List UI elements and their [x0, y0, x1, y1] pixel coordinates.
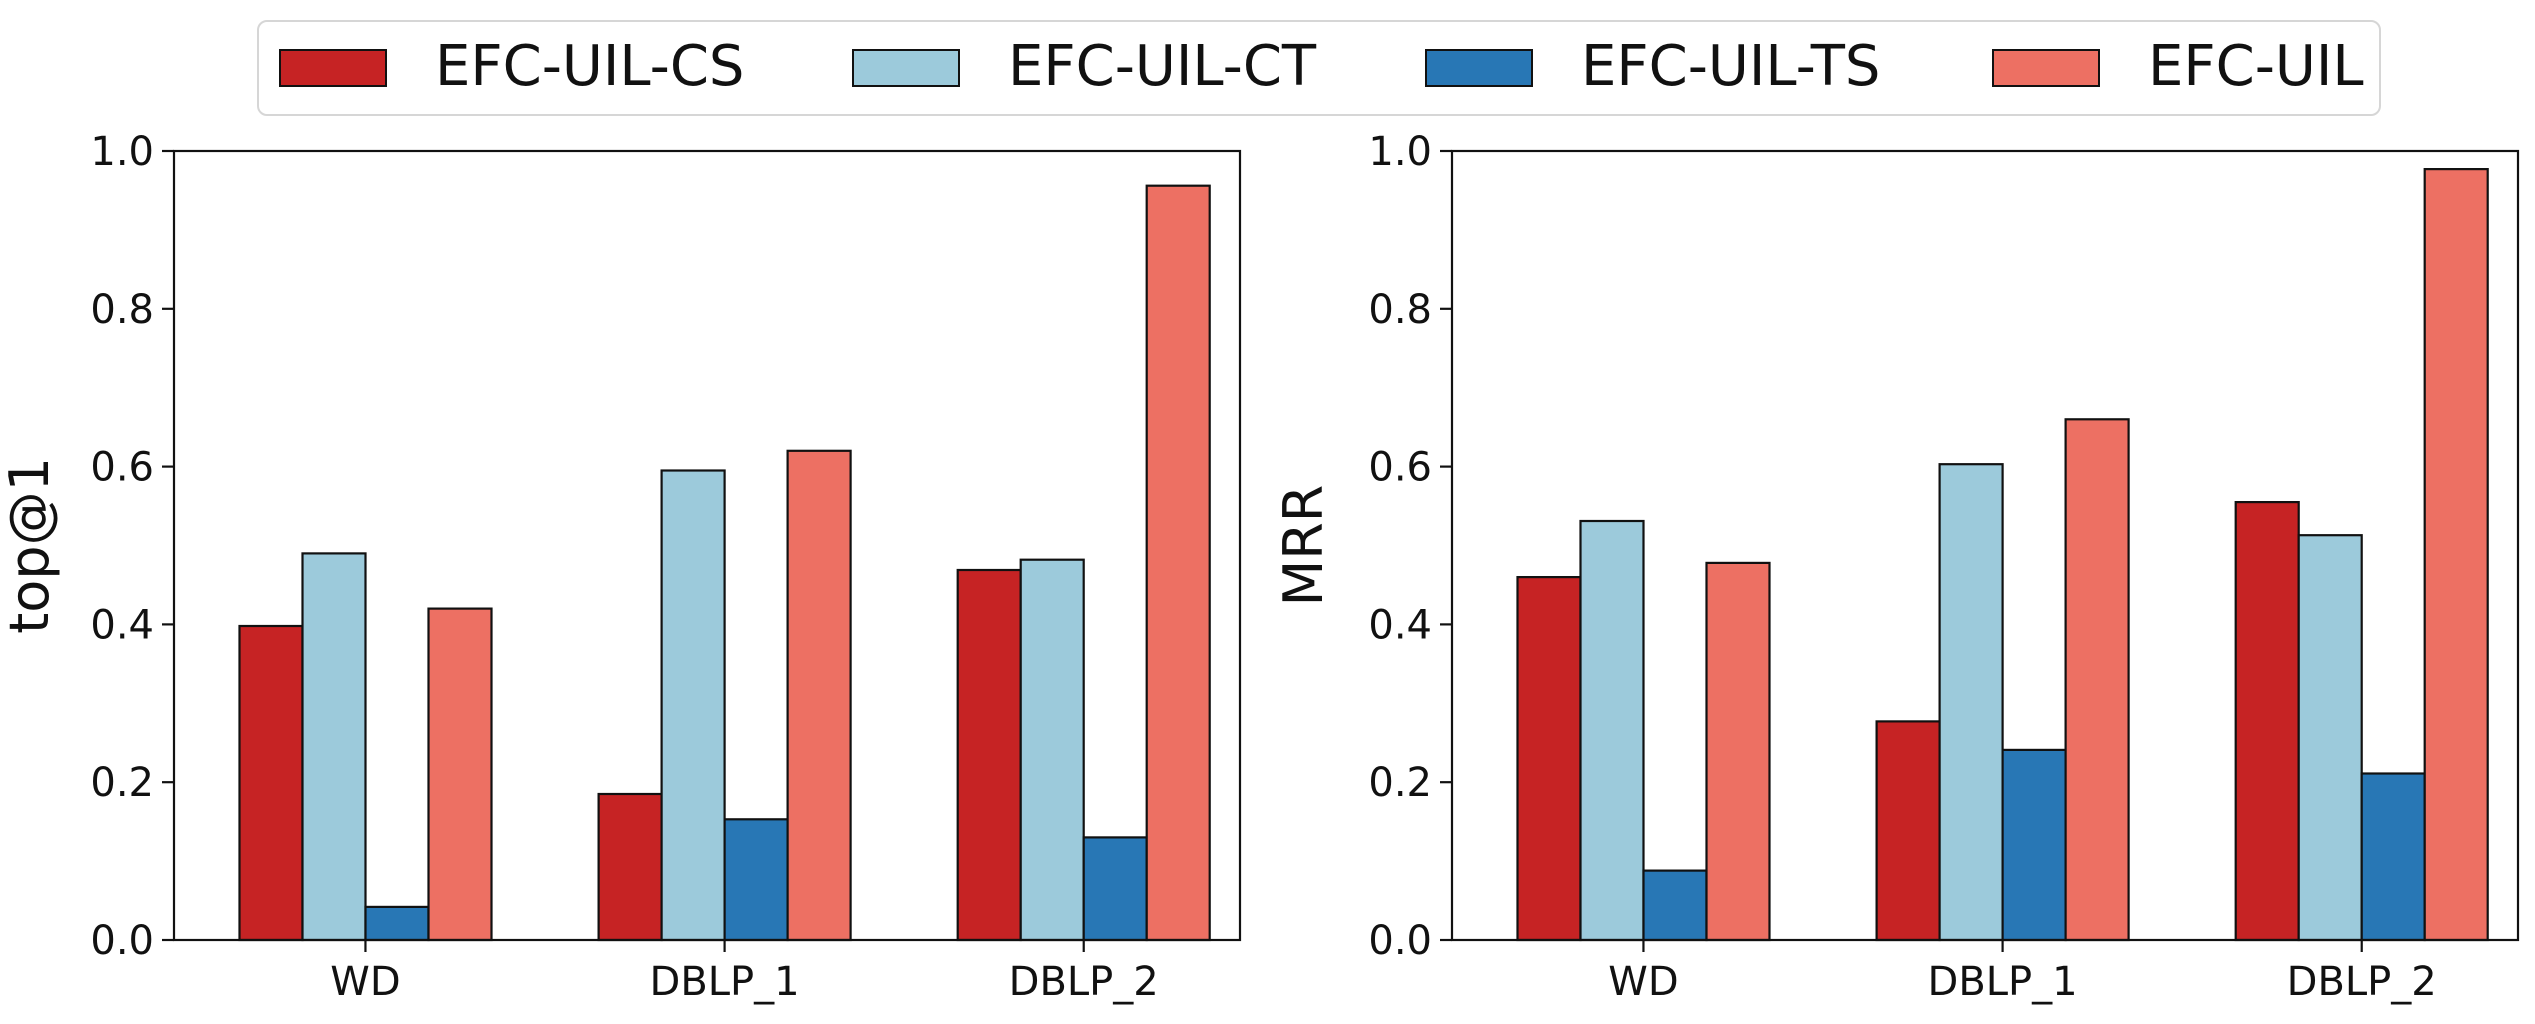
plot-frame: [172, 149, 1242, 942]
bar-efc-uil-ts-wd: [364, 905, 430, 942]
bar-efc-uil-cs-wd: [1516, 575, 1582, 942]
y-tick-label: 1.0: [90, 129, 154, 175]
y-axis-label: top@1: [0, 457, 61, 634]
y-tick-label: 0.6: [1368, 445, 1432, 491]
bar-efc-uil-wd: [427, 607, 493, 942]
legend-swatch-ts: [1425, 49, 1533, 87]
bar-efc-uil-dblp_2: [1145, 184, 1211, 942]
y-tick-label: 0.2: [90, 760, 154, 806]
legend-swatch-ct: [852, 49, 960, 87]
bar-efc-uil-ct-dblp_1: [1938, 463, 2004, 942]
legend: EFC-UIL-CS EFC-UIL-CT EFC-UIL-TS EFC-UIL: [257, 20, 2381, 116]
bar-efc-uil-cs-dblp_1: [1875, 720, 1941, 942]
bar-efc-uil-cs-dblp_2: [2234, 501, 2300, 942]
x-tick-label: WD: [1608, 959, 1678, 1005]
bar-efc-uil-dblp_2: [2423, 168, 2489, 942]
x-tick-label: DBLP_1: [650, 959, 800, 1005]
y-tick-label: 0.4: [90, 602, 154, 648]
y-tick-label: 0.4: [1368, 602, 1432, 648]
y-tick-label: 0.6: [90, 445, 154, 491]
bar-efc-uil-ct-dblp_1: [660, 469, 726, 942]
bar-efc-uil-ts-wd: [1642, 869, 1708, 942]
legend-swatch-full: [1992, 49, 2100, 87]
x-tick-label: DBLP_2: [1009, 959, 1159, 1005]
y-tick-label: 0.0: [1368, 918, 1432, 964]
chart-panel-2: 0.0 0.2 0.4 0.6 0.8 1.0 WD DBLP_1 DBLP_2 MRR: [1272, 129, 2520, 1005]
bar-efc-uil-ts-dblp_2: [1082, 836, 1148, 942]
y-tick-label: 0.8: [1368, 287, 1432, 333]
legend-label-ts: EFC-UIL-TS: [1581, 34, 1881, 99]
bar-efc-uil-ct-dblp_2: [1019, 558, 1085, 942]
legend-swatch-cs: [279, 49, 387, 87]
x-tick-label: DBLP_2: [2287, 959, 2437, 1005]
bar-efc-uil-dblp_1: [786, 449, 852, 942]
legend-label-full: EFC-UIL: [2148, 34, 2364, 99]
y-tick-label: 1.0: [1368, 129, 1432, 175]
bar-efc-uil-cs-dblp_2: [956, 568, 1022, 942]
bar-efc-uil-ts-dblp_1: [2001, 748, 2067, 942]
legend-label-cs: EFC-UIL-CS: [435, 34, 745, 99]
bar-efc-uil-cs-dblp_1: [597, 792, 663, 942]
bar-efc-uil-ts-dblp_1: [723, 818, 789, 942]
x-tick-label: WD: [330, 959, 400, 1005]
y-axis-label: MRR: [1272, 485, 1335, 607]
bar-efc-uil-cs-wd: [238, 624, 304, 942]
bar-efc-uil-wd: [1705, 561, 1771, 942]
bar-efc-uil-ct-wd: [301, 552, 367, 942]
x-tick-label: DBLP_1: [1928, 959, 2078, 1005]
legend-label-ct: EFC-UIL-CT: [1008, 34, 1317, 99]
y-tick-label: 0.0: [90, 918, 154, 964]
bar-efc-uil-ct-wd: [1579, 519, 1645, 942]
bar-efc-uil-ct-dblp_2: [2297, 534, 2363, 942]
y-tick-label: 0.8: [90, 287, 154, 333]
bar-efc-uil-ts-dblp_2: [2360, 772, 2426, 942]
chart-panel-1: 0.0 0.2 0.4 0.6 0.8 1.0 WD DBLP_1 DBLP_2 top@1: [0, 129, 1242, 1005]
plot-frame: [1450, 149, 2520, 942]
bar-efc-uil-dblp_1: [2064, 418, 2130, 942]
y-tick-label: 0.2: [1368, 760, 1432, 806]
